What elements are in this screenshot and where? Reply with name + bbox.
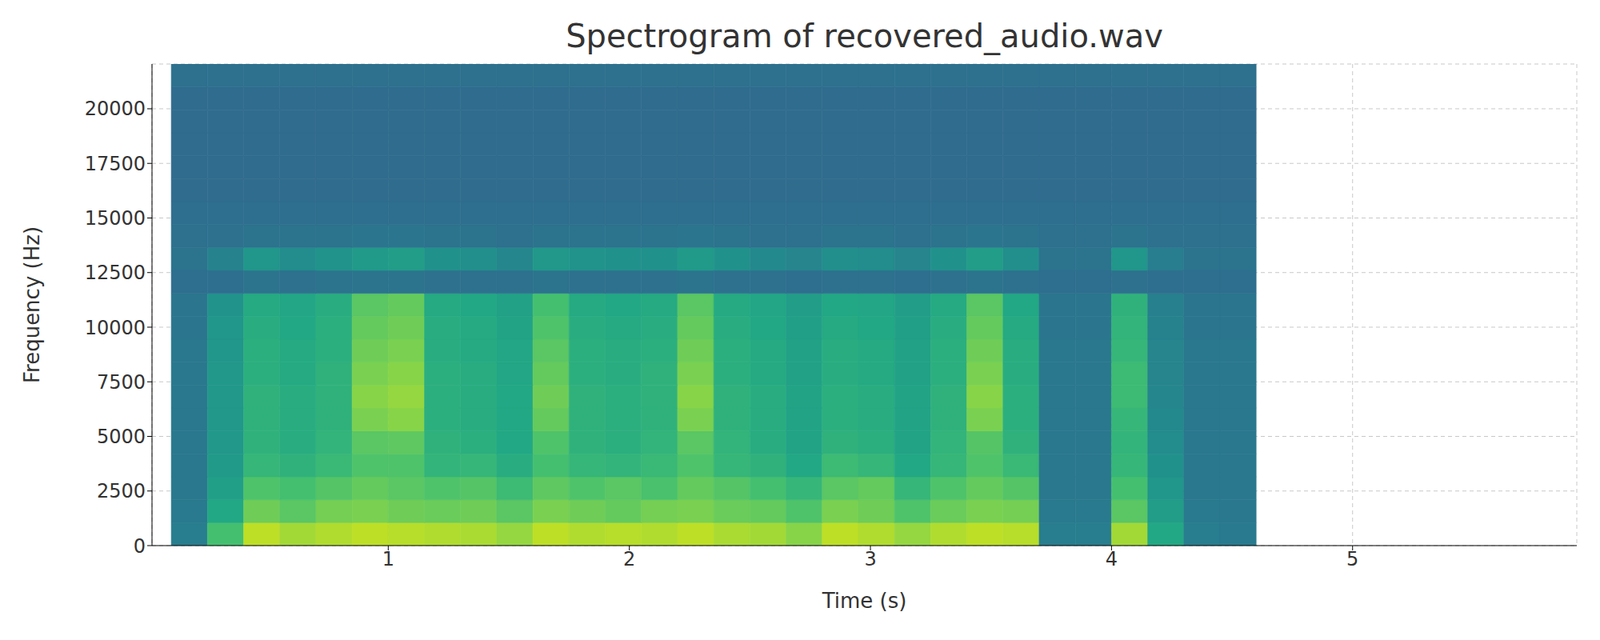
svg-text:5000: 5000 (96, 425, 146, 448)
svg-text:Frequency (Hz): Frequency (Hz) (20, 226, 44, 384)
svg-text:12500: 12500 (84, 261, 146, 284)
svg-text:7500: 7500 (96, 371, 146, 394)
svg-text:3: 3 (864, 548, 876, 571)
svg-text:15000: 15000 (84, 207, 146, 230)
svg-text:4: 4 (1105, 548, 1118, 571)
svg-text:Time (s): Time (s) (821, 588, 908, 613)
html-text:Spectrogram of recovered_audio: Spectrogram of recovered_audio.wav (565, 17, 1164, 55)
svg-text:2: 2 (623, 548, 636, 571)
svg-text:1: 1 (382, 548, 395, 571)
svg-text:10000: 10000 (84, 316, 146, 340)
svg-text:0: 0 (133, 535, 146, 558)
svg-text:17500: 17500 (84, 152, 146, 176)
svg-text:20000: 20000 (84, 97, 146, 120)
svg-text:5: 5 (1346, 548, 1359, 571)
svg-text:2500: 2500 (96, 480, 146, 503)
